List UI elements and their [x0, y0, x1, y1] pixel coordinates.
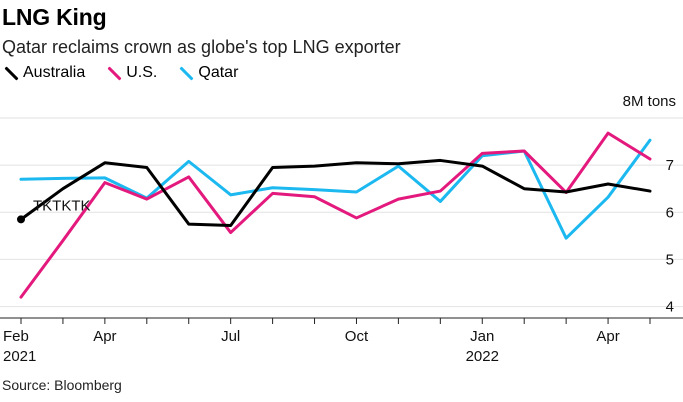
series-line-qatar [19, 138, 652, 240]
y-tick-label: 6 [666, 204, 674, 221]
y-unit-label: 8M tons [623, 93, 676, 110]
chart-legend: Australia U.S. Qatar [4, 64, 260, 82]
y-tick-label: 4 [666, 299, 674, 316]
series-start-dot [17, 215, 25, 224]
legend-label-us: U.S. [126, 64, 158, 81]
legend-item-us: U.S. [107, 64, 157, 82]
x-tick-label: Feb [3, 328, 29, 345]
y-tick-label: 7 [666, 157, 674, 174]
x-tick-label-year: 2022 [466, 348, 499, 365]
x-tick-label: Apr [93, 328, 116, 345]
legend-item-australia: Australia [4, 64, 85, 82]
legend-label-australia: Australia [23, 64, 86, 81]
source-note: Source: Bloomberg [2, 377, 122, 393]
chart-annotation: TKTKTK [33, 197, 91, 214]
x-tick-label: Oct [345, 328, 369, 345]
y-tick-label: 5 [666, 251, 674, 268]
chart-title: LNG King [2, 4, 107, 30]
series-line-us [19, 131, 652, 299]
chart-subtitle: Qatar reclaims crown as globe's top LNG … [2, 37, 401, 57]
x-tick-label: Apr [596, 328, 619, 345]
legend-item-qatar: Qatar [179, 64, 238, 82]
x-tick-label: Jan [470, 328, 494, 345]
series-line-australia [19, 158, 652, 227]
legend-label-qatar: Qatar [198, 64, 239, 81]
x-tick-label: Jul [221, 328, 240, 345]
x-tick-label-year: 2021 [3, 348, 36, 365]
